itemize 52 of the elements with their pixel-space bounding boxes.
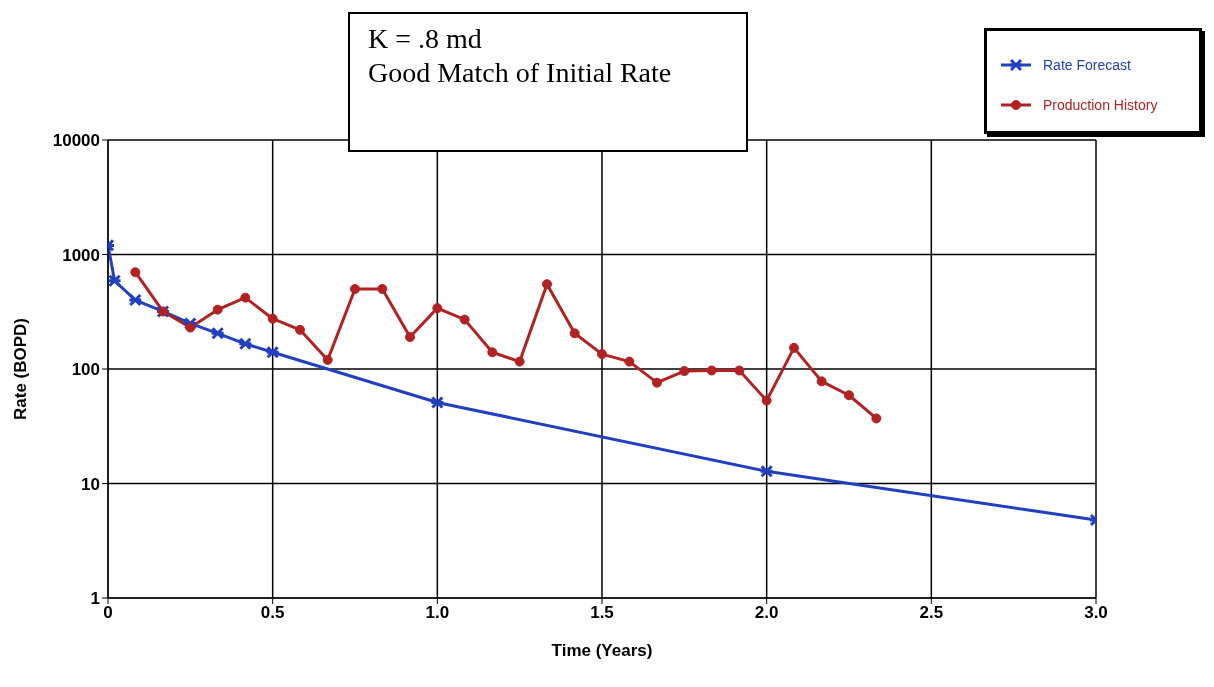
y-tick-label: 10 [81,474,100,494]
point [350,283,360,294]
x-tick-label: 3.0 [1084,603,1108,623]
point [844,390,854,401]
y-tick-label: 1 [90,589,100,609]
point [432,303,443,314]
point [130,267,141,278]
point [706,365,717,376]
point [182,316,198,330]
y-tick-label: 10000 [52,131,100,151]
point [265,345,281,359]
point [816,376,827,387]
point [734,365,745,376]
point [240,292,251,303]
x-tick-label: 2.0 [754,603,779,623]
y-tick-label: 1000 [62,245,100,265]
point [295,324,305,335]
x-tick-label: 2.5 [919,603,944,623]
x-tick-label: 1.5 [590,603,614,623]
point [789,342,799,353]
point [212,304,223,315]
point [652,377,662,388]
x-tick-label: 1.0 [425,603,450,623]
point [322,354,333,365]
point [237,337,253,351]
x-tick-label: 0.5 [260,603,285,623]
point [377,283,388,294]
point [405,332,415,343]
legend-label: Rate Forecast [1043,57,1131,73]
y-axis-title: Rate (BOPD) [11,317,31,421]
point [759,464,775,478]
point [185,322,196,333]
point [210,326,226,340]
legend-label: Production History [1043,97,1158,113]
point [679,366,690,377]
x-axis-title: Time (Years) [551,641,653,660]
point [514,356,525,367]
point [108,274,123,288]
point [267,313,278,324]
point [429,395,445,409]
point [597,349,607,360]
point [871,413,882,424]
y-tick-label: 100 [71,360,100,380]
x-tick-label: 0 [103,603,113,623]
point [542,279,552,290]
point [127,293,143,307]
point [569,328,580,339]
point [761,395,772,406]
point [624,356,635,367]
point [459,314,470,325]
note-box: K = .8 md Good Match of Initial Rate [348,12,748,152]
point [487,347,498,358]
